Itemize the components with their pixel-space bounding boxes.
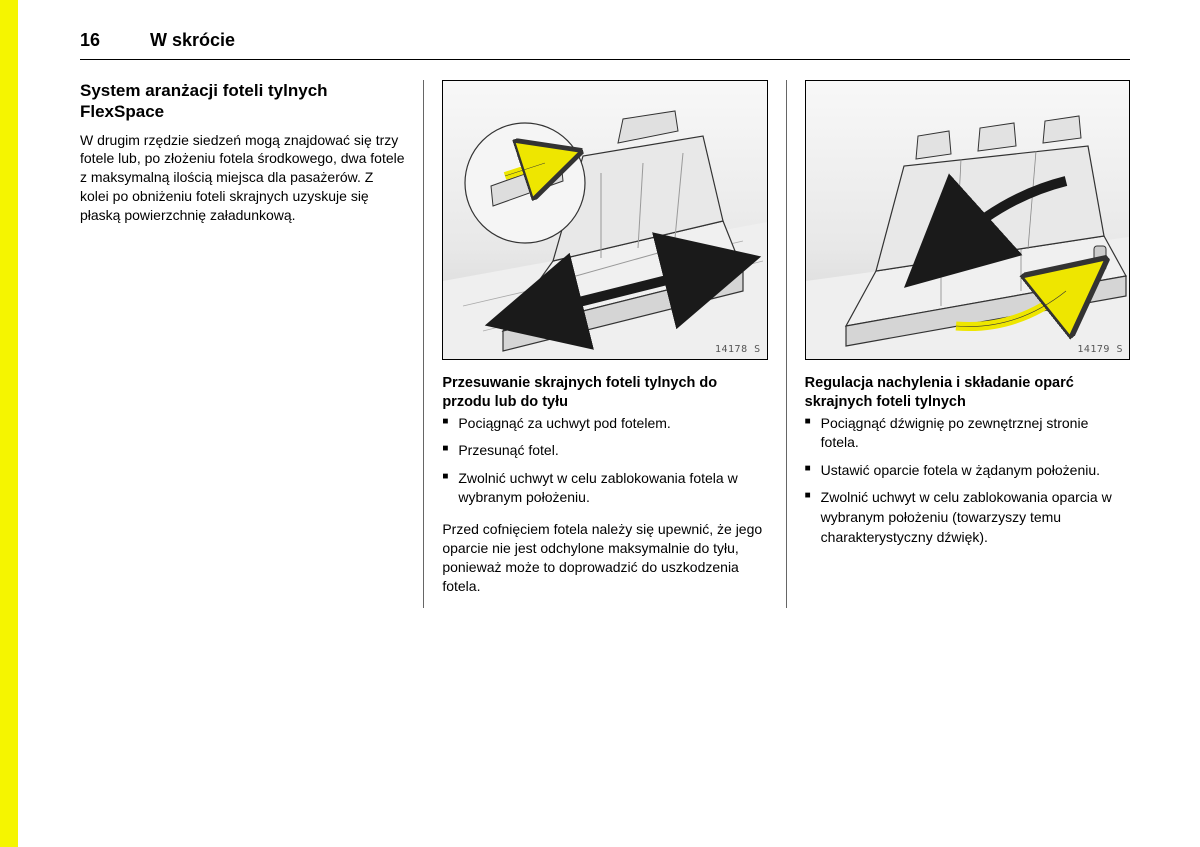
list-item: Pociągnąć dźwignię po zewnętrznej stroni… [805,414,1130,453]
list-item: Ustawić oparcie fotela w żądanym położen… [805,461,1130,481]
columns-wrapper: System aranżacji foteli tylnych FlexSpac… [80,80,1130,608]
page-container: 16 W skrócie System aranżacji foteli tyl… [80,0,1180,608]
list-item: Pociągnąć za uchwyt pod fotelem. [442,414,767,434]
seat-recline-illustration: 14179 S [805,80,1130,360]
chapter-title: W skrócie [150,30,235,51]
image-reference-label: 14178 S [715,344,761,355]
sub-heading: Regulacja nachylenia i składanie oparć s… [805,374,1130,412]
column-1: System aranżacji foteli tylnych FlexSpac… [80,80,423,608]
page-number: 16 [80,30,100,51]
seat-recline-svg [806,81,1130,360]
list-item: Zwolnić uchwyt w celu zablokowania oparc… [805,488,1130,547]
seat-slide-svg [443,81,767,360]
bullet-list: Pociągnąć za uchwyt pod fotelem. Przesun… [442,414,767,508]
seat-slide-illustration: 14178 S [442,80,767,360]
image-reference-label: 14179 S [1077,344,1123,355]
sub-heading: Przesuwanie skrajnych foteli tylnych do … [442,374,767,412]
body-paragraph: Przed cofnięciem fotela należy się upewn… [442,520,767,596]
page-accent-stripe [0,0,18,847]
list-item: Zwolnić uchwyt w celu zablokowania fotel… [442,469,767,508]
list-item: Przesunąć fotel. [442,441,767,461]
body-paragraph: W drugim rzędzie siedzeń mogą znajdować … [80,131,405,225]
bullet-list: Pociągnąć dźwignię po zewnętrznej stroni… [805,414,1130,548]
page-header: 16 W skrócie [80,30,1130,60]
column-3: 14179 S Regulacja nachylenia i składanie… [786,80,1130,608]
section-heading: System aranżacji foteli tylnych FlexSpac… [80,80,405,123]
column-2: 14178 S Przesuwanie skrajnych foteli tyl… [423,80,785,608]
